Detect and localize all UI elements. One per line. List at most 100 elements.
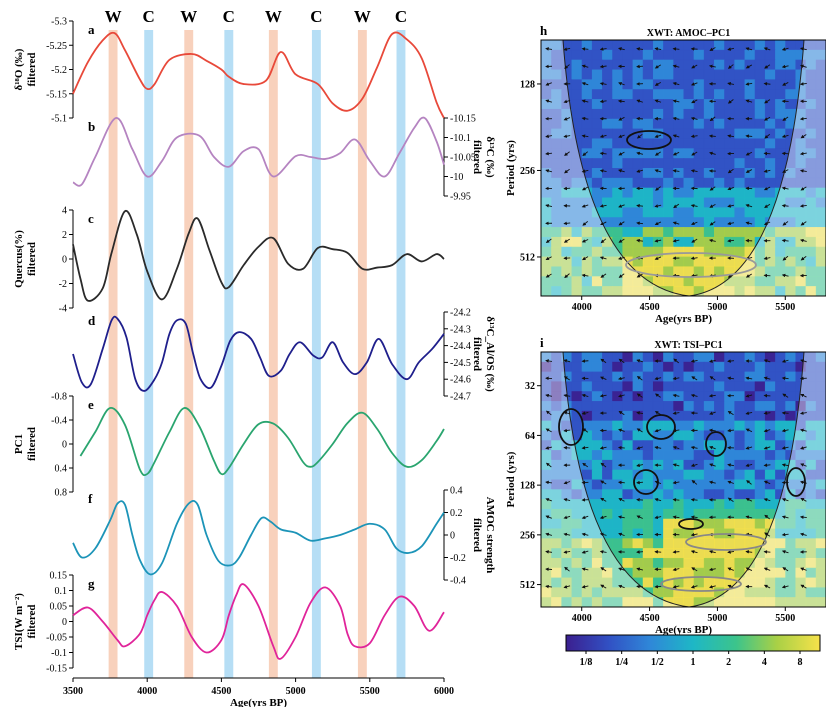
power-cell xyxy=(815,587,826,598)
power-cell xyxy=(754,49,766,61)
power-cell xyxy=(714,469,725,481)
power-cell xyxy=(622,499,634,510)
power-cell xyxy=(673,567,685,579)
power-cell xyxy=(785,352,797,363)
power-cell xyxy=(663,420,674,432)
power-cell xyxy=(785,577,797,588)
power-cell xyxy=(571,440,583,451)
phase-arrow xyxy=(599,446,607,450)
y-tick-label: -4 xyxy=(59,304,67,315)
phase-arrow xyxy=(763,82,771,86)
power-cell xyxy=(663,587,674,598)
power-cell xyxy=(714,266,725,277)
power-cell xyxy=(642,518,654,530)
phase-arrow xyxy=(709,116,716,122)
phase-arrow xyxy=(563,480,571,485)
power-cell xyxy=(744,450,756,461)
phase-arrow xyxy=(763,567,771,571)
power-cell xyxy=(591,108,603,120)
power-cell xyxy=(683,557,695,569)
power-cell xyxy=(724,499,735,510)
power-cell xyxy=(764,217,776,228)
power-cell xyxy=(734,381,746,392)
power-cell xyxy=(571,177,583,189)
phase-arrow xyxy=(672,584,680,589)
power-cell xyxy=(703,49,715,61)
power-cell xyxy=(805,548,817,559)
phase-arrow xyxy=(636,359,644,363)
power-cell xyxy=(581,499,593,510)
y-axis-label-line: filtered xyxy=(471,518,483,552)
power-cell xyxy=(805,266,817,277)
power-cell xyxy=(663,459,674,471)
power-cell xyxy=(795,508,807,520)
power-cell xyxy=(785,459,797,471)
power-cell xyxy=(612,148,624,159)
power-cell xyxy=(561,430,573,441)
power-cell xyxy=(551,217,562,228)
power-cell xyxy=(571,69,583,80)
power-cell xyxy=(714,276,725,287)
y-tick-label: -2 xyxy=(59,279,67,290)
phase-arrow xyxy=(618,256,625,260)
power-cell xyxy=(724,557,735,569)
phase-arrow xyxy=(563,186,571,191)
y-axis-label: Period (yrs) xyxy=(505,140,517,196)
power-cell xyxy=(764,597,776,607)
power-cell xyxy=(805,177,817,189)
power-cell xyxy=(724,168,735,179)
power-cell xyxy=(602,40,613,51)
power-cell xyxy=(591,567,603,579)
power-cell xyxy=(652,528,664,539)
power-cell xyxy=(642,217,654,228)
power-cell xyxy=(693,59,705,71)
phase-arrow xyxy=(563,515,571,520)
power-cell xyxy=(734,469,746,481)
power-cell xyxy=(673,440,685,451)
power-cell xyxy=(795,158,807,169)
power-cell xyxy=(714,401,725,412)
power-cell xyxy=(663,538,674,549)
power-cell xyxy=(591,528,603,539)
power-cell xyxy=(612,79,624,90)
power-cell xyxy=(622,557,634,569)
power-cell xyxy=(744,49,756,61)
power-cell xyxy=(673,459,685,471)
y-axis-label-line: AMOC strength xyxy=(484,497,496,573)
power-cell xyxy=(744,217,756,228)
power-cell xyxy=(551,138,562,149)
phase-arrow xyxy=(599,532,607,537)
power-cell xyxy=(642,246,654,258)
power-cell xyxy=(581,401,593,412)
power-cell xyxy=(652,89,664,100)
power-cell xyxy=(673,410,685,422)
power-cell xyxy=(714,440,725,451)
power-cell xyxy=(775,469,786,481)
power-cell xyxy=(591,548,603,559)
power-cell xyxy=(612,207,624,218)
power-cell xyxy=(632,236,644,248)
power-cell xyxy=(652,577,664,588)
phase-arrow xyxy=(563,238,570,243)
power-cell xyxy=(805,401,817,412)
phase-arrow xyxy=(618,567,625,571)
phase-arrow xyxy=(745,221,753,225)
power-cell xyxy=(754,276,766,287)
phase-arrow xyxy=(618,238,625,243)
power-cell xyxy=(581,440,593,451)
power-cell xyxy=(693,236,705,248)
phase-arrow xyxy=(618,532,625,537)
power-cell xyxy=(693,420,705,432)
power-cell xyxy=(612,459,624,471)
phase-arrow xyxy=(763,550,771,554)
power-cell xyxy=(744,381,756,392)
power-cell xyxy=(632,361,644,373)
phase-arrow xyxy=(727,550,735,554)
power-cell xyxy=(714,99,725,110)
power-cell xyxy=(551,381,562,392)
power-cell xyxy=(581,49,593,61)
power-cell xyxy=(744,256,756,268)
power-cell xyxy=(795,557,807,569)
phase-arrow xyxy=(672,99,680,103)
